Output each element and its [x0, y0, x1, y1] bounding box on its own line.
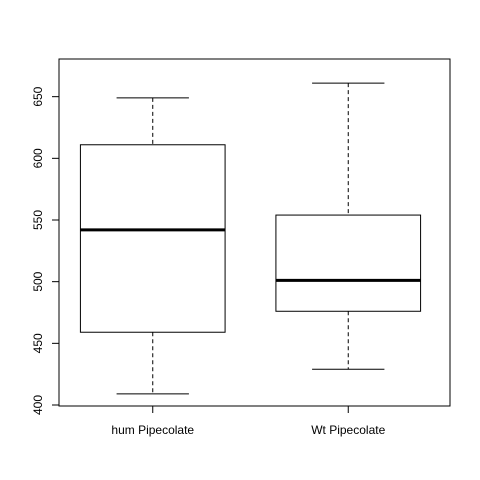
iqr-box [79, 144, 226, 333]
y-tick-label: 400 [31, 395, 45, 415]
y-tick-label: 500 [31, 271, 45, 291]
y-tick-label: 650 [31, 86, 45, 106]
x-tick-label: hum Pipecolate [111, 423, 194, 437]
y-tick-label: 450 [31, 333, 45, 353]
x-tick-label: Wt Pipecolate [311, 423, 385, 437]
iqr-box [275, 214, 422, 312]
x-axis: hum Pipecolate Wt Pipecolate [111, 405, 386, 437]
y-axis: 400 450 500 550 600 650 [31, 86, 60, 415]
y-tick-label: 550 [31, 210, 45, 230]
y-tick-label: 600 [31, 148, 45, 168]
boxes-group [79, 82, 422, 395]
